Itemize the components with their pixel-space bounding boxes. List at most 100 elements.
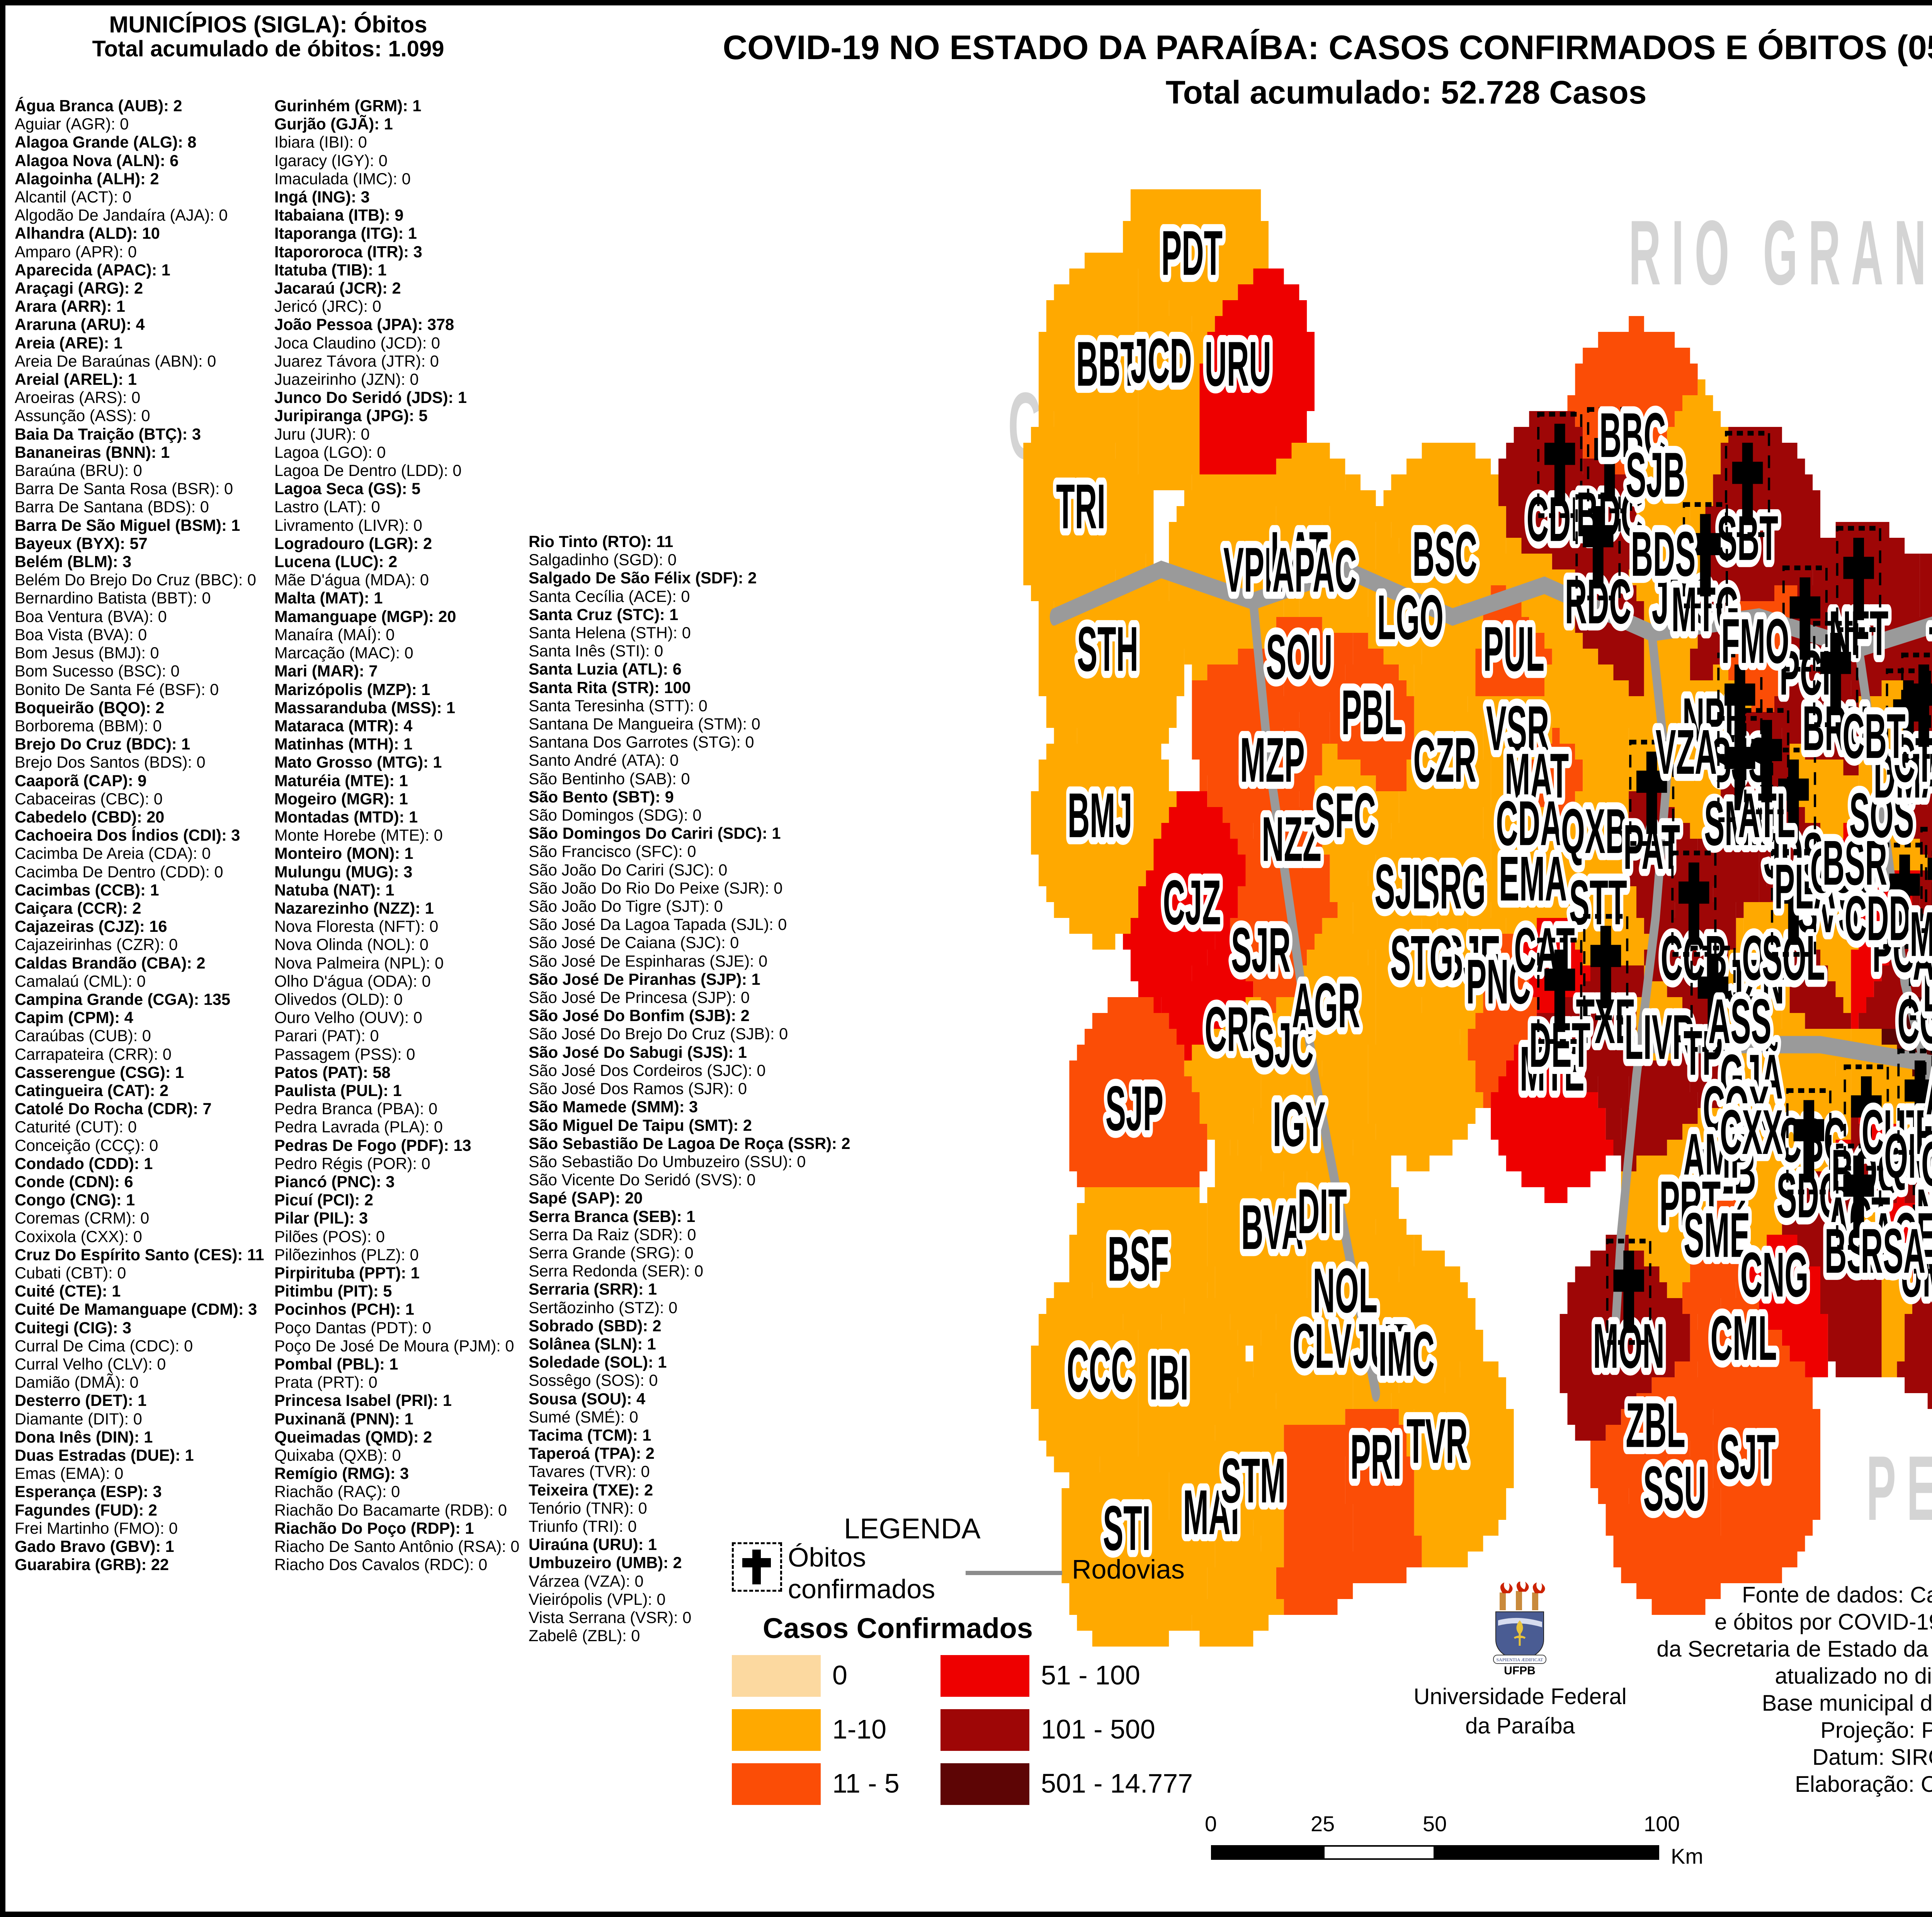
municipality-polygon	[1912, 1282, 1932, 1298]
municipality-entry: Bonito De Santa Fé (BSF): 0	[15, 680, 219, 698]
obitos-legend-line2: confirmados	[788, 1574, 935, 1604]
municipality-code-label: GJÃ	[1720, 1042, 1783, 1112]
municipality-code-label: BSF	[1108, 1224, 1169, 1294]
municipality-entry: Pedra Lavrada (PLA): 0	[274, 1118, 443, 1136]
municipality-polygon	[1299, 997, 1376, 1013]
page-title: COVID-19 NO ESTADO DA PARAÍBA: CASOS CON…	[723, 28, 1932, 66]
municipality-entry: Rio Tinto (RTO): 11	[529, 532, 673, 551]
municipality-polygon	[1069, 1583, 1177, 1599]
municipality-polygon	[1054, 728, 1077, 744]
municipality-polygon	[1131, 1441, 1138, 1456]
municipality-polygon	[1690, 1251, 1752, 1266]
municipality-polygon	[1927, 1124, 1932, 1140]
municipality-polygon	[1023, 443, 1116, 459]
municipality-polygon	[1881, 1266, 1912, 1282]
municipality-polygon	[1330, 855, 1376, 870]
municipality-polygon	[1422, 997, 1452, 1013]
municipality-polygon	[1039, 1314, 1123, 1330]
municipality-entry: Massaranduba (MSS): 1	[274, 698, 456, 717]
municipality-entry: Areial (AREL): 1	[15, 370, 137, 389]
municipality-polygon	[1682, 1282, 1736, 1298]
municipality-polygon	[1039, 649, 1184, 664]
municipality-polygon	[1238, 649, 1269, 664]
legend-swatch	[940, 1655, 1029, 1697]
municipality-polygon	[1675, 411, 1721, 427]
municipality-polygon	[1713, 474, 1813, 490]
municipality-polygon	[1399, 791, 1491, 807]
municipality-polygon	[1675, 807, 1713, 823]
municipality-polygon	[1667, 1140, 1682, 1156]
municipality-entry: Frei Martinho (FMO): 0	[15, 1519, 178, 1537]
municipality-polygon	[1651, 601, 1698, 617]
municipality-code-label: PRI	[1350, 1422, 1401, 1492]
municipality-polygon	[1138, 1409, 1223, 1425]
municipality-polygon	[1307, 1171, 1391, 1187]
municipality-polygon	[1245, 965, 1299, 981]
municipality-polygon	[1905, 1251, 1928, 1266]
municipality-polygon	[1475, 1060, 1506, 1076]
municipality-polygon	[1452, 1013, 1476, 1029]
municipality-polygon	[1690, 1346, 1790, 1361]
municipality-polygon	[1690, 1060, 1736, 1076]
municipality-entry: São José Do Brejo Do Cruz (SJB): 0	[529, 1025, 788, 1043]
municipality-entry: Santa Luzia (ATL): 6	[529, 660, 682, 678]
municipality-polygon	[1544, 1187, 1568, 1203]
municipality-entry: João Pessoa (JPA): 378	[274, 315, 454, 334]
municipality-polygon	[1422, 918, 1437, 934]
municipality-entry: Ingá (ING): 3	[274, 188, 370, 206]
municipality-polygon	[1721, 1203, 1736, 1219]
municipality-polygon	[1667, 585, 1698, 601]
municipality-code-label: SSU	[1643, 1453, 1706, 1524]
municipality-polygon	[1721, 554, 1820, 569]
municipality-polygon	[1690, 664, 1713, 680]
municipality-polygon	[1782, 1330, 1828, 1346]
municipality-polygon	[1276, 1567, 1361, 1583]
municipality-polygon	[1491, 791, 1522, 807]
municipality-entry: Belém Do Brejo Do Cruz (BBC): 0	[15, 571, 256, 589]
municipality-polygon	[1483, 997, 1537, 1013]
municipality-polygon	[1521, 1171, 1590, 1187]
municipality-polygon	[1728, 1567, 1782, 1583]
municipality-polygon	[1138, 411, 1200, 427]
municipality-polygon	[1077, 1045, 1184, 1060]
municipality-polygon	[1483, 981, 1529, 997]
municipality-code-label: BMJ	[1068, 780, 1132, 851]
obito-cross-icon	[1575, 494, 1621, 600]
municipality-polygon	[1483, 744, 1537, 760]
municipality-entry: Cajazeirinhas (CZR): 0	[15, 935, 178, 954]
rodovias-legend-label: Rodovias	[1072, 1554, 1185, 1584]
municipality-polygon	[1521, 791, 1575, 807]
municipality-entry: Itapororoca (ITR): 3	[274, 242, 422, 261]
municipality-entry: Carrapateira (CRR): 0	[15, 1045, 172, 1063]
municipality-polygon	[1131, 965, 1192, 981]
municipality-code-label: AGR	[1292, 970, 1360, 1041]
municipality-entry: São José De Princesa (SJP): 0	[529, 988, 750, 1007]
municipality-column-3: Rio Tinto (RTO): 11 Salgadinho (SGD): 0 Sa…	[529, 532, 850, 1645]
municipality-entry: Pedro Régis (POR): 0	[274, 1154, 430, 1173]
municipality-polygon	[1153, 855, 1246, 870]
municipality-polygon	[1054, 284, 1138, 300]
municipality-entry: Santa Inês (STI): 0	[529, 642, 663, 660]
municipality-polygon	[1361, 934, 1399, 950]
municipality-entry: Teixeira (TXE): 2	[529, 1480, 653, 1499]
municipality-polygon	[1721, 1520, 1813, 1536]
municipality-polygon	[1743, 1282, 1820, 1298]
municipality-entry: Dona Inês (DIN): 1	[15, 1428, 153, 1446]
municipality-polygon	[1376, 950, 1452, 965]
municipality-entry: Tacima (TCM): 1	[529, 1426, 651, 1444]
municipality-polygon	[1690, 1156, 1728, 1171]
municipality-polygon	[1368, 870, 1430, 886]
choropleth-map[interactable]: C E A R Á RIO GRANDE DO NORTE PERNAMBUCO…	[763, 94, 1932, 1678]
municipality-entry: Condado (CDD): 1	[15, 1154, 153, 1173]
municipality-polygon	[1491, 855, 1514, 870]
municipality-polygon	[1261, 1045, 1315, 1060]
municipality-polygon	[1299, 601, 1368, 617]
municipality-entry: Manaíra (MAÍ): 0	[274, 625, 395, 644]
municipality-polygon	[1644, 601, 1652, 617]
municipality-entry: Barra De São Miguel (BSM): 1	[15, 516, 240, 534]
municipality-entry: Aroeiras (ARS): 0	[15, 388, 141, 407]
municipality-entry: Passagem (PSS): 0	[274, 1045, 415, 1063]
municipality-polygon	[1177, 1520, 1223, 1536]
municipality-code-label: DMÃ	[1874, 741, 1932, 811]
municipality-polygon	[1897, 1187, 1905, 1203]
